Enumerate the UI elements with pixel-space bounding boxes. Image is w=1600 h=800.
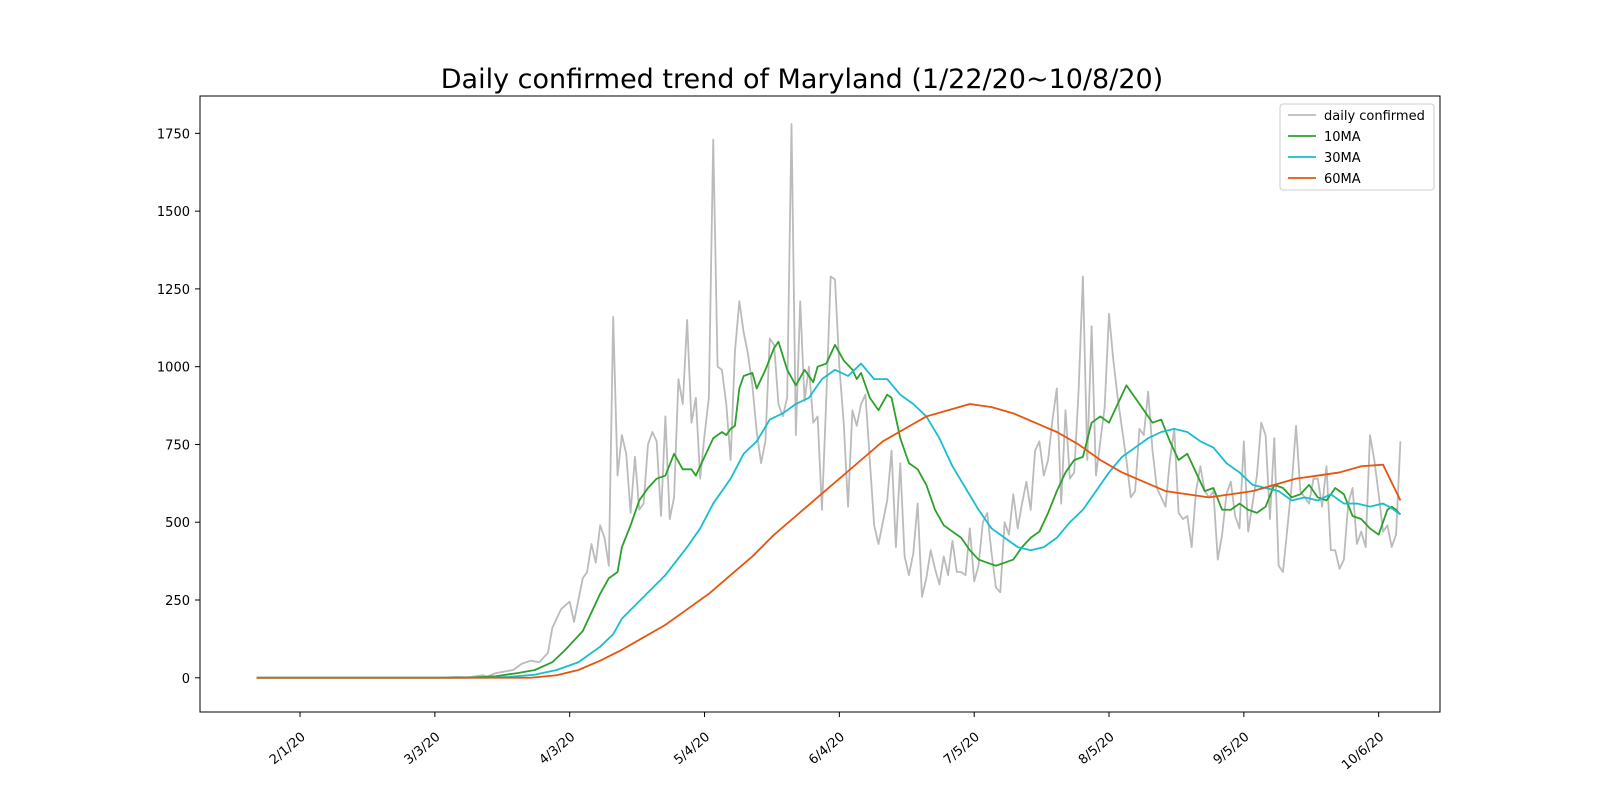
y-tick-label: 1500 <box>157 205 190 220</box>
y-tick-label: 750 <box>165 438 190 453</box>
y-tick-label: 250 <box>165 594 190 609</box>
x-axis: 2/1/20 3/3/20 4/3/20 5/4/20 6/4/20 7/5/20 8/5/… <box>267 712 1387 773</box>
x-tick-label: 7/5/20 <box>941 730 983 768</box>
x-tick-label: 4/3/20 <box>537 730 579 768</box>
y-tick-label: 1250 <box>157 283 190 298</box>
chart-title: Daily confirmed trend of Maryland (1/22/… <box>441 64 1163 95</box>
x-tick-label: 3/3/20 <box>402 730 444 768</box>
series-line-daily-confirmed <box>256 123 1402 679</box>
x-tick-label: 10/6/20 <box>1339 730 1387 774</box>
legend-label: 60MA <box>1324 172 1361 187</box>
legend-label: 10MA <box>1324 130 1361 145</box>
series-line-10ma <box>256 340 1402 679</box>
x-tick-label: 5/4/20 <box>671 730 713 768</box>
plot-area <box>199 95 1441 713</box>
x-tick-label: 9/5/20 <box>1211 730 1253 768</box>
legend: daily confirmed 10MA 30MA 60MA <box>1279 103 1435 191</box>
y-axis: 0 250 500 750 1000 1250 1500 1750 <box>157 127 200 687</box>
series-layer <box>256 123 1402 679</box>
x-tick-label: 8/5/20 <box>1076 730 1118 768</box>
y-tick-label: 1750 <box>157 127 190 142</box>
y-tick-label: 0 <box>182 672 190 687</box>
x-tick-label: 2/1/20 <box>267 730 309 768</box>
y-tick-label: 1000 <box>157 361 190 376</box>
legend-label: 30MA <box>1324 151 1361 166</box>
legend-label: daily confirmed <box>1324 109 1425 124</box>
y-tick-label: 500 <box>165 516 190 531</box>
legend-box <box>1279 103 1435 191</box>
x-tick-label: 6/4/20 <box>806 730 848 768</box>
series-line-60ma <box>256 403 1402 679</box>
